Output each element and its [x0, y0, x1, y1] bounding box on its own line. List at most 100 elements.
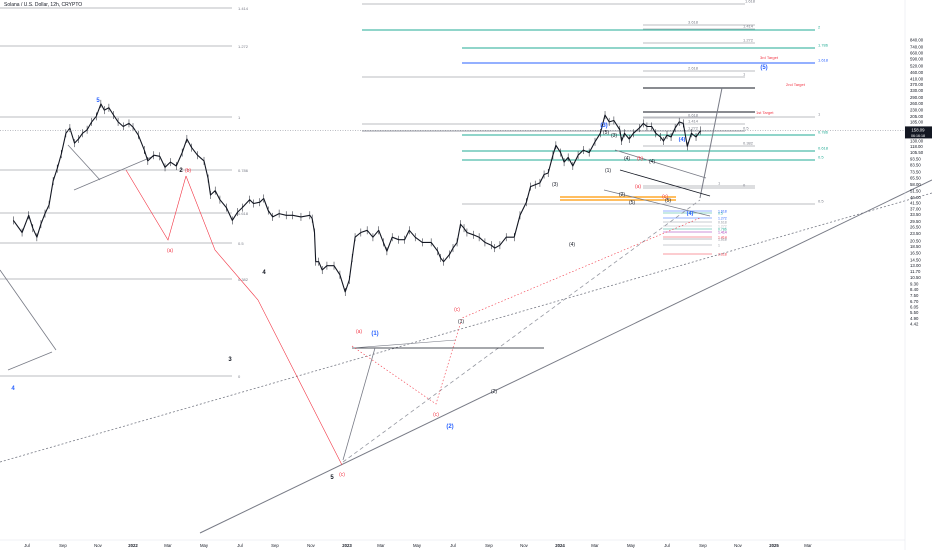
wave-label-black: 3: [228, 357, 232, 363]
wave-label-red: (a): [167, 248, 173, 254]
fib-level-label: 0.618: [238, 211, 249, 216]
price-tick-label: 230.00: [910, 108, 924, 113]
wave-label-black: (1): [458, 319, 464, 325]
wave-label-red: (c): [339, 472, 345, 478]
time-tick-label: Mar: [591, 543, 599, 548]
fib-ext-label: 1: [743, 72, 746, 77]
correction-path: [185, 175, 343, 466]
price-tick-label: 740.00: [910, 44, 924, 49]
wave-label-black: (4): [569, 242, 575, 248]
fib-ext-label: 1.414: [688, 119, 699, 124]
triangle-line: [614, 149, 707, 179]
price-tick-label: 83.50: [910, 162, 921, 167]
fib-ext-label: 1.414: [743, 24, 754, 29]
wave-label-black: (5): [629, 200, 635, 206]
price-tick-label: 4.42: [910, 322, 919, 327]
price-tick-label: 118.00: [910, 144, 923, 149]
time-tick-label: Mar: [377, 543, 385, 548]
fibonacci-levels: 1.414 1.272 1 0.786 0.618 0.5 0.382 0 1.618 3.618…: [0, 0, 829, 379]
fib-ext-label: 1: [718, 181, 721, 186]
target-label: 2nd Target: [786, 82, 806, 87]
fib-ext-label: 1.272: [743, 38, 754, 43]
price-tick-label: 93.50: [910, 156, 921, 161]
wave-label-black: (3): [552, 182, 558, 188]
price-tick-label: 660.00: [910, 51, 924, 56]
price-tick-label: 23.50: [910, 231, 921, 236]
time-tick-label: May: [413, 543, 422, 548]
fib-ext-label: 2.618: [688, 66, 699, 71]
wave-label-blue: (1): [371, 331, 378, 337]
price-tick-label: 290.00: [910, 95, 924, 100]
fib-ext-label: 3.618: [688, 20, 699, 25]
price-tick-label: 520.00: [910, 63, 924, 68]
price-line: [12, 103, 702, 293]
price-tick-label: 840.00: [910, 37, 924, 42]
time-tick-label: Nov: [307, 543, 315, 548]
time-axis[interactable]: Jul Sep Nov 2022 Mar May Jul Sep Nov 2023 Mar May Ju…: [0, 539, 905, 548]
price-tick-label: 13.00: [910, 263, 921, 268]
fib-level-label: 0: [238, 374, 241, 379]
price-tick-label: 205.00: [910, 114, 924, 119]
last-price-tag: 158.09 06:16:18: [905, 126, 932, 139]
target-label: 1st Target: [756, 110, 774, 115]
fib-level-label: 0.5: [238, 241, 244, 246]
wedge-line: [7, 351, 53, 371]
price-tick-label: 58.00: [910, 182, 921, 187]
time-tick-label: 2025: [769, 543, 779, 548]
wave-label-red: (c): [433, 412, 439, 418]
time-tick-label: Mar: [804, 543, 812, 548]
time-tick-label: Jul: [24, 543, 30, 548]
projection-line: [699, 87, 723, 199]
price-tick-label: 7.50: [910, 293, 919, 298]
wave-label-red: (c): [454, 307, 460, 313]
price-tick-label: 590.00: [910, 57, 924, 62]
price-tick-label: 18.50: [910, 244, 921, 249]
fib-small-label: 0.5: [718, 212, 723, 216]
wave-label-blue: 5: [96, 98, 100, 104]
price-tick-label: 4.90: [910, 316, 919, 321]
price-tick-label: 14.50: [910, 257, 921, 262]
price-tick-label: 29.50: [910, 219, 921, 224]
price-tick-label: 37.00: [910, 207, 921, 212]
wave-label-black: 4: [262, 270, 266, 276]
price-tick-label: 130.00: [910, 139, 924, 144]
price-tag-countdown: 06:16:18: [911, 134, 925, 138]
price-tick-label: 10.50: [910, 275, 921, 280]
time-tick-label: May: [200, 543, 209, 548]
chart-title: Solana / U.S. Dollar, 12h, CRYPTO: [4, 2, 83, 8]
wave-label-red: (b): [185, 168, 191, 174]
time-tick-label: Nov: [734, 543, 742, 548]
time-tick-label: May: [627, 543, 636, 548]
wave-label-red: (a): [356, 329, 362, 335]
time-tick-label: Mar: [164, 543, 172, 548]
fib-small-label: 1.272: [718, 217, 727, 221]
wedge-line: [0, 269, 57, 351]
price-tick-label: 73.50: [910, 169, 921, 174]
correction-path: [351, 217, 701, 405]
time-tick-label: Sep: [699, 543, 707, 548]
price-tick-label: 16.50: [910, 250, 921, 255]
fib-ext-label: 0: [743, 183, 746, 188]
price-tick-label: 410.00: [910, 76, 924, 81]
price-tick-label: 6.05: [910, 305, 919, 310]
fib-level-label: 0.382: [238, 277, 249, 282]
price-tick-label: 8.40: [910, 287, 919, 292]
fib-small-label: 1.272: [718, 225, 727, 229]
fib-ext-label: 1: [818, 112, 821, 117]
price-tick-label: 20.50: [910, 239, 921, 244]
fib-ext-label: 0.5: [743, 126, 749, 131]
dotted-trendline: [0, 192, 932, 463]
wave-label-black: (1): [605, 168, 611, 174]
fib-ext-label: 2: [818, 25, 821, 30]
impulse-line: [342, 347, 376, 461]
wave-label-blue: (2): [446, 424, 453, 430]
wave-label-black: (2): [619, 192, 625, 198]
price-tick-label: 9.30: [910, 281, 919, 286]
fib-ext-label: 0.5: [818, 199, 824, 204]
price-tick-label: 370.00: [910, 82, 924, 87]
triangle-line: [603, 189, 711, 217]
fib-ext-label: 1.272: [688, 126, 699, 131]
wave-label-blue: 4: [11, 386, 15, 392]
